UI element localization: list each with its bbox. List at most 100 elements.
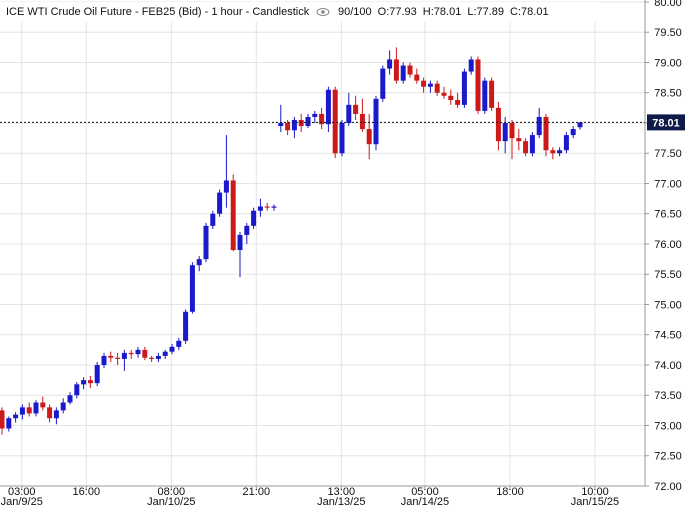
y-tick-label: 73.00: [654, 420, 682, 432]
ohlc-label: O:77.93: [378, 6, 417, 18]
candle-body: [298, 119, 304, 127]
candle-body: [536, 116, 542, 136]
x-tick-label: 03:00: [8, 486, 36, 498]
candle-body: [359, 113, 365, 130]
x-tick-label: 16:00: [73, 486, 101, 498]
ohlc-label: C:78.01: [510, 6, 549, 18]
y-tick-label: 72.50: [654, 451, 682, 463]
candle-body: [189, 265, 195, 312]
y-tick-label: 79.50: [654, 27, 682, 39]
y-tick-label: 78.50: [654, 88, 682, 100]
y-tick-label: 75.00: [654, 299, 682, 311]
x-tick-date: Jan/13/25: [317, 496, 365, 508]
candle-body: [319, 113, 325, 125]
candle-body: [19, 407, 25, 415]
candle-body: [257, 206, 263, 211]
candle-body: [285, 123, 291, 131]
candle-body: [434, 83, 440, 93]
candle-body: [223, 180, 229, 193]
chart-title: ICE WTI Crude Oil Future - FEB25 (Bid) -…: [6, 6, 310, 18]
x-tick-label: 18:00: [496, 486, 524, 498]
x-tick-label: 05:00: [411, 486, 439, 498]
candle-body: [570, 129, 576, 136]
candle-body: [101, 355, 107, 365]
candle-body: [550, 150, 556, 154]
candle-body: [502, 123, 508, 142]
candle-body: [400, 65, 406, 81]
y-tick-label: 72.00: [654, 481, 682, 493]
count-label: 90/100: [338, 6, 372, 18]
x-tick-label: 08:00: [158, 486, 186, 498]
x-tick-label: 21:00: [243, 486, 271, 498]
candle-body: [529, 135, 535, 154]
candle-body: [468, 59, 474, 72]
candle-body: [203, 225, 209, 260]
candle-body: [495, 107, 501, 142]
candle-body: [121, 352, 127, 359]
candle-body: [237, 234, 243, 251]
candle-body: [305, 116, 311, 127]
candle-body: [489, 80, 495, 108]
candle-body: [6, 418, 12, 429]
candle-body: [94, 365, 100, 384]
y-tick-label: 75.50: [654, 269, 682, 281]
y-tick-label: 77.00: [654, 178, 682, 190]
candle-body: [128, 352, 134, 355]
x-tick-date: Jan/9/25: [1, 496, 43, 508]
y-tick-label: 74.00: [654, 360, 682, 372]
candle-body: [264, 206, 270, 208]
candle-body: [366, 129, 372, 145]
x-tick-date: Jan/14/25: [401, 496, 449, 508]
x-tick-date: Jan/15/25: [571, 496, 619, 508]
candle-body: [115, 357, 121, 359]
candle-body: [162, 351, 168, 356]
candle-body: [291, 119, 297, 131]
last-price-box: [647, 114, 685, 131]
candle-body: [13, 414, 19, 419]
candle-body: [509, 123, 515, 139]
candle-body: [339, 123, 345, 154]
candle-body: [0, 410, 5, 429]
candle-body: [387, 59, 393, 69]
candle-body: [217, 192, 223, 214]
y-tick-label: 73.50: [654, 390, 682, 402]
eye-icon[interactable]: [316, 8, 330, 16]
y-tick-label: 80.00: [654, 0, 682, 9]
candle-body: [373, 98, 379, 145]
candle-body: [60, 402, 66, 411]
candle-body: [577, 122, 583, 128]
candle-body: [149, 357, 155, 359]
candle-body: [169, 346, 175, 352]
candle-body: [427, 83, 433, 87]
candle-body: [40, 402, 46, 408]
candle-body: [346, 104, 352, 123]
candle-body: [475, 59, 481, 111]
y-tick-label: 79.00: [654, 57, 682, 69]
candle-body: [448, 95, 454, 101]
candle-body: [482, 80, 488, 111]
candle-body: [557, 150, 563, 154]
candle-body: [33, 402, 39, 414]
candle-body: [53, 410, 59, 419]
candle-body: [353, 104, 359, 114]
candle-body: [325, 89, 331, 125]
candle-body: [81, 380, 87, 385]
candle-body: [251, 210, 257, 226]
candle-body: [455, 100, 461, 105]
candle-body: [155, 355, 161, 359]
candle-body: [312, 113, 318, 117]
candle-body: [380, 68, 386, 99]
candle-body: [407, 65, 413, 75]
x-tick-date: Jan/10/25: [147, 496, 195, 508]
candle-body: [67, 395, 73, 403]
ohlc-label: L:77.89: [467, 6, 504, 18]
x-tick-label: 13:00: [328, 486, 356, 498]
y-tick-label: 76.00: [654, 239, 682, 251]
y-tick-label: 74.50: [654, 330, 682, 342]
ohlc-label: H:78.01: [423, 6, 462, 18]
candle-body: [230, 180, 236, 251]
candle-body: [414, 74, 420, 81]
candle-body: [244, 225, 250, 235]
